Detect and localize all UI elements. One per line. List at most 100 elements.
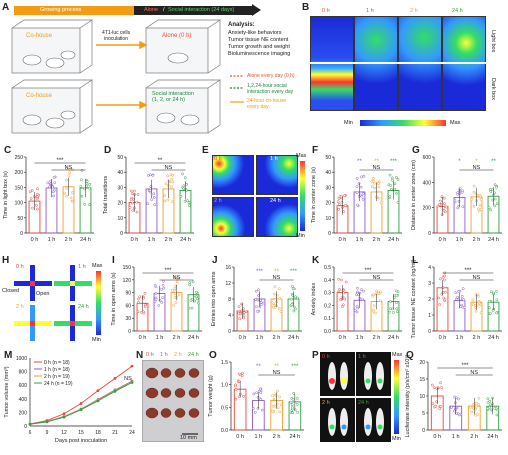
- sig-label: **: [158, 158, 163, 164]
- col-label: 24 h: [452, 8, 463, 14]
- series-point: [79, 402, 83, 405]
- y-tick-label: 250: [15, 155, 24, 161]
- data-point: [474, 405, 478, 408]
- analysis-item: Bioluminescence imaging: [228, 51, 291, 57]
- data-point: [389, 187, 393, 191]
- data-point: [254, 289, 258, 293]
- series-point: [130, 381, 134, 384]
- data-point: [128, 206, 132, 209]
- data-point: [377, 185, 381, 189]
- data-point: [340, 278, 343, 282]
- data-point: [496, 408, 499, 412]
- data-point: [35, 207, 39, 211]
- data-point: [439, 199, 442, 203]
- data-point: [361, 192, 365, 195]
- data-point: [435, 387, 439, 390]
- data-point: [356, 286, 359, 290]
- data-point: [438, 407, 442, 410]
- x-tick-label: 0 h: [439, 335, 447, 341]
- data-point: [488, 403, 492, 407]
- data-point: [493, 407, 497, 410]
- data-point: [341, 303, 345, 307]
- data-point: [196, 301, 200, 305]
- cell-label: 0 h: [16, 264, 24, 270]
- data-point: [439, 381, 442, 385]
- data-point: [479, 311, 483, 315]
- y-axis-label: Total transitions: [103, 176, 109, 214]
- data-point: [277, 307, 281, 310]
- data-point: [296, 410, 299, 414]
- y-tick-label: 150: [15, 185, 24, 191]
- panel-label: L: [412, 255, 418, 266]
- data-point: [394, 293, 398, 297]
- panel-label: Q: [406, 350, 414, 361]
- data-point: [472, 205, 476, 208]
- data-point: [456, 191, 460, 194]
- ns-label: NS: [165, 165, 173, 171]
- x-tick-label: 24 h: [488, 237, 499, 243]
- legend-label: 24 h (n = 19): [44, 381, 73, 387]
- data-point: [437, 296, 440, 300]
- data-point: [393, 187, 397, 191]
- panel-label: I: [112, 255, 115, 266]
- data-point: [276, 389, 279, 393]
- data-point: [257, 288, 260, 292]
- series-point: [62, 415, 66, 419]
- y-tick-label: 30: [125, 316, 131, 322]
- x-tick-label: 15: [78, 430, 84, 436]
- data-point: [453, 395, 457, 399]
- y-tick-label: 5: [422, 411, 425, 417]
- data-point: [337, 289, 341, 293]
- data-point: [389, 307, 392, 311]
- data-point: [343, 204, 347, 207]
- data-point: [338, 195, 342, 198]
- data-point: [290, 403, 294, 407]
- data-point: [439, 277, 442, 281]
- data-point: [271, 394, 274, 397]
- data-point: [83, 202, 86, 206]
- data-point: [135, 200, 138, 204]
- series-point: [79, 408, 83, 412]
- data-point: [396, 201, 400, 204]
- x-tick-label: 2 h: [65, 237, 73, 243]
- x-tick-label: 0 h: [131, 237, 139, 243]
- data-point: [395, 192, 398, 195]
- ns-label: NS: [273, 275, 281, 281]
- open-arm-label: Open: [36, 291, 50, 297]
- sig-label: *: [475, 159, 478, 165]
- x-tick-label: 2 h: [470, 434, 478, 440]
- data-point: [166, 198, 170, 202]
- data-point: [272, 305, 275, 309]
- data-point: [289, 297, 293, 301]
- data-point: [443, 278, 446, 282]
- y-tick-label: 15: [419, 377, 425, 383]
- series-point: [45, 420, 49, 424]
- data-point: [443, 274, 446, 278]
- y-tick-label: 800: [19, 370, 28, 376]
- data-point: [337, 203, 341, 206]
- timeline-bar-social: [134, 6, 252, 15]
- data-point: [339, 298, 343, 302]
- data-point: [495, 202, 499, 206]
- data-point: [258, 305, 262, 309]
- data-point: [272, 397, 276, 401]
- data-point: [276, 406, 280, 410]
- data-point: [262, 301, 266, 305]
- ns-label: NS: [373, 165, 381, 171]
- y-tick-label: 400: [423, 180, 432, 186]
- data-point: [493, 183, 497, 187]
- data-point: [376, 292, 380, 295]
- sig-label: **: [274, 364, 279, 370]
- data-point: [486, 397, 490, 401]
- ns-label: NS: [373, 275, 381, 281]
- x-tick-label: 1 h: [456, 237, 464, 243]
- data-point: [290, 303, 294, 306]
- data-point: [270, 299, 274, 302]
- y-tick-label: 1.0: [221, 383, 228, 389]
- y-tick-label: 150: [123, 265, 132, 271]
- data-point: [493, 204, 497, 208]
- data-point: [490, 188, 494, 192]
- x-tick-label: 2 h: [173, 335, 181, 341]
- data-point: [291, 285, 294, 288]
- y-tick-label: 400: [19, 397, 28, 403]
